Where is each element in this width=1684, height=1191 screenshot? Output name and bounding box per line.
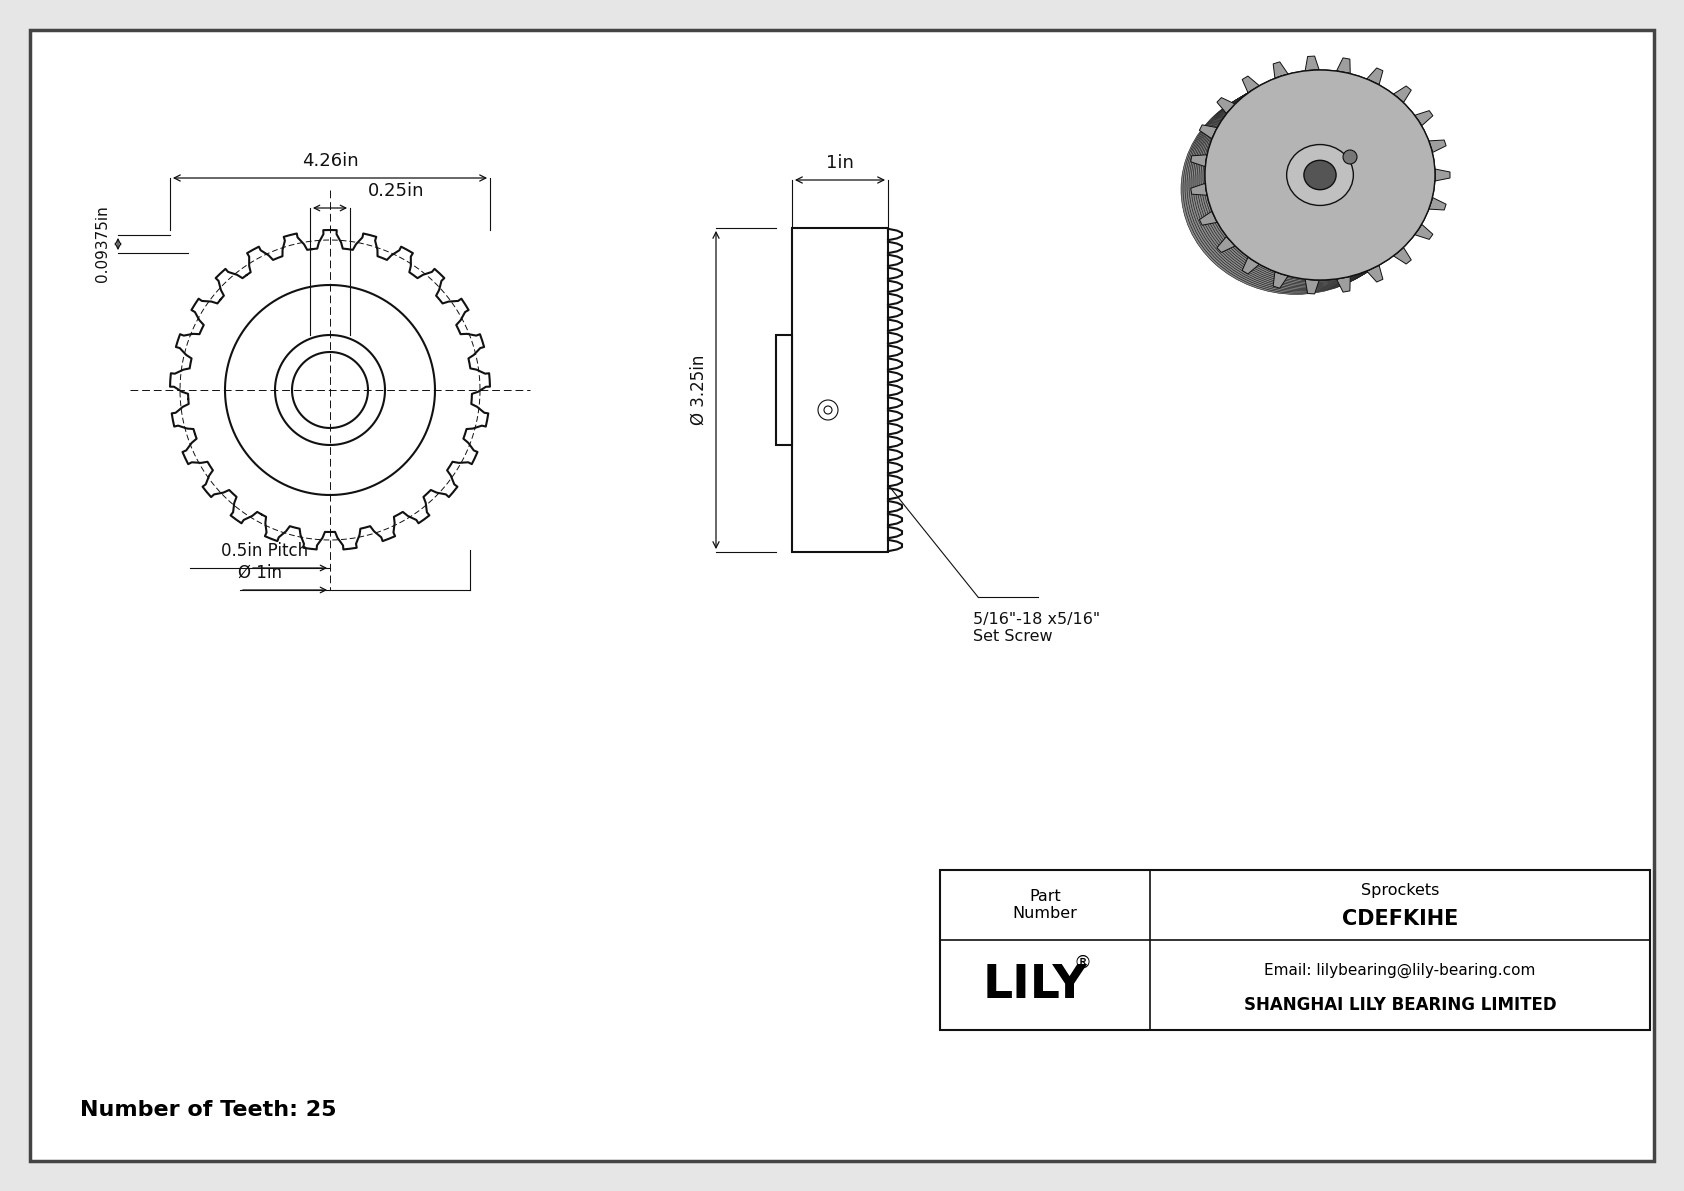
- Text: Ø 3.25in: Ø 3.25in: [690, 355, 707, 425]
- Bar: [776, 335, 791, 445]
- Polygon shape: [1337, 276, 1351, 292]
- Text: Ø 1in: Ø 1in: [237, 565, 281, 582]
- Bar: [791, 227, 887, 551]
- Polygon shape: [1199, 125, 1218, 138]
- Ellipse shape: [1206, 70, 1435, 280]
- Ellipse shape: [1186, 82, 1415, 292]
- Text: CDEFKIHE: CDEFKIHE: [1342, 909, 1458, 929]
- Text: 0.5in Pitch: 0.5in Pitch: [221, 542, 308, 560]
- Ellipse shape: [1180, 85, 1411, 294]
- Circle shape: [1344, 150, 1357, 164]
- Polygon shape: [1305, 56, 1319, 70]
- Polygon shape: [1415, 111, 1433, 125]
- Polygon shape: [1415, 224, 1433, 239]
- Circle shape: [823, 406, 832, 414]
- Ellipse shape: [1187, 81, 1416, 291]
- Ellipse shape: [1197, 75, 1426, 285]
- Polygon shape: [1393, 86, 1411, 102]
- Polygon shape: [1199, 211, 1218, 225]
- Text: 1in: 1in: [827, 154, 854, 172]
- Ellipse shape: [1192, 77, 1423, 287]
- Polygon shape: [1367, 68, 1383, 85]
- Polygon shape: [1191, 155, 1207, 167]
- Polygon shape: [1218, 98, 1234, 113]
- Polygon shape: [1435, 169, 1450, 181]
- Ellipse shape: [1189, 80, 1420, 289]
- Polygon shape: [1428, 141, 1447, 152]
- Bar: [940, 869, 1650, 1030]
- Text: Number of Teeth: 25: Number of Teeth: 25: [81, 1100, 337, 1120]
- Polygon shape: [1191, 183, 1207, 195]
- Ellipse shape: [1191, 79, 1421, 288]
- Text: Email: lilybearing@lily-bearing.com: Email: lilybearing@lily-bearing.com: [1265, 962, 1536, 978]
- Ellipse shape: [1196, 76, 1425, 286]
- Polygon shape: [1243, 257, 1260, 274]
- Polygon shape: [1393, 248, 1411, 264]
- Text: 0.25in: 0.25in: [369, 182, 424, 200]
- Text: 5/16"-18 x5/16"
Set Screw: 5/16"-18 x5/16" Set Screw: [973, 612, 1100, 644]
- Text: 4.26in: 4.26in: [301, 152, 359, 170]
- Polygon shape: [1273, 272, 1288, 288]
- Ellipse shape: [1303, 161, 1335, 189]
- Ellipse shape: [1182, 83, 1413, 293]
- Text: 0.09375in: 0.09375in: [94, 206, 109, 282]
- Polygon shape: [1218, 237, 1234, 252]
- Polygon shape: [1367, 266, 1383, 282]
- Text: Part
Number: Part Number: [1012, 888, 1078, 921]
- Text: Sprockets: Sprockets: [1361, 884, 1440, 898]
- Polygon shape: [1305, 280, 1319, 294]
- Ellipse shape: [1201, 73, 1431, 282]
- Text: SHANGHAI LILY BEARING LIMITED: SHANGHAI LILY BEARING LIMITED: [1244, 996, 1556, 1014]
- Ellipse shape: [1199, 74, 1430, 283]
- Ellipse shape: [1202, 71, 1433, 281]
- Circle shape: [818, 400, 839, 420]
- Polygon shape: [1337, 58, 1351, 74]
- Ellipse shape: [1287, 144, 1354, 206]
- Text: ®: ®: [1074, 954, 1091, 972]
- Polygon shape: [1428, 198, 1447, 210]
- Text: LILY: LILY: [983, 962, 1088, 1008]
- Ellipse shape: [1206, 70, 1435, 280]
- Polygon shape: [1273, 62, 1288, 79]
- Polygon shape: [1243, 76, 1260, 93]
